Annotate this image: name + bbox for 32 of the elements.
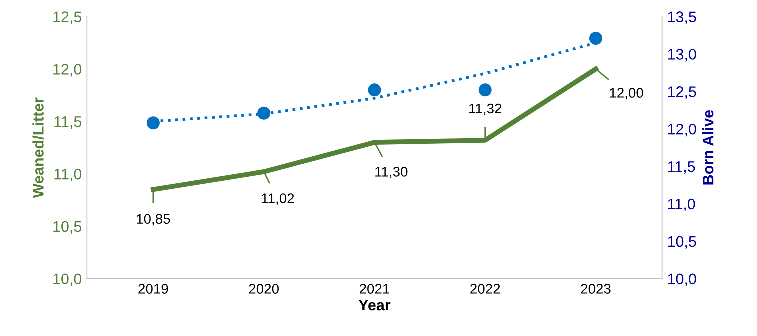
y2-axis-title: Born Alive <box>702 110 714 185</box>
point <box>146 116 160 130</box>
data-label: 12,00 <box>610 88 644 100</box>
x-tick-label: 2021 <box>360 284 390 294</box>
y-tick-label: 11,5 <box>54 116 82 130</box>
y-tick-label: 11,0 <box>54 168 82 182</box>
point <box>368 84 382 97</box>
x-tick-label: 2020 <box>249 284 279 294</box>
y-tick-label: 10,0 <box>54 274 82 286</box>
x-axis-title: Year <box>358 300 391 311</box>
y2-tick-label: 13,0 <box>668 49 696 62</box>
point <box>478 84 492 97</box>
y2-tick-label: 12,5 <box>668 86 696 100</box>
y-tick-label: 12,0 <box>54 64 82 77</box>
x-tick-label: 2019 <box>138 284 168 294</box>
y-tick-label: 12,5 <box>54 12 82 24</box>
data-label: 10,85 <box>137 214 170 226</box>
y2-tick-label: 13,5 <box>668 12 696 24</box>
y-tick-label: 10,5 <box>54 221 82 234</box>
data-label: 11,30 <box>376 167 408 179</box>
data-label: 11,32 <box>470 104 502 116</box>
data-label: 11,02 <box>262 194 294 206</box>
y2-tick-label: 10,0 <box>668 274 696 286</box>
y2-tick-label: 12,0 <box>668 124 696 137</box>
y2-tick-label: 10,5 <box>668 236 696 249</box>
y2-tick-label: 11,0 <box>668 198 696 212</box>
y-axis-title: Weaned/Litter <box>32 98 44 198</box>
x-tick-label: 2022 <box>470 284 500 294</box>
point <box>258 106 271 120</box>
point <box>589 32 602 46</box>
y2-tick-label: 11,5 <box>668 162 696 174</box>
x-tick-label: 2023 <box>581 284 611 294</box>
